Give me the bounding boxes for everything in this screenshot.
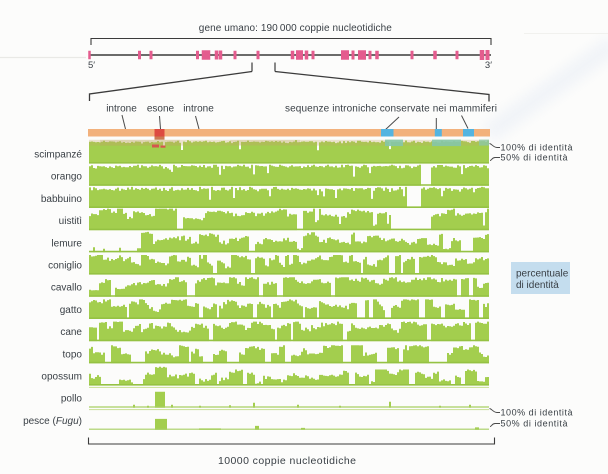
svg-text:100% di identità: 100% di identità (501, 143, 573, 153)
svg-text:cavallo: cavallo (51, 283, 83, 294)
svg-text:gatto: gatto (60, 305, 83, 316)
svg-text:3′: 3′ (485, 60, 492, 71)
svg-text:scimpanzé: scimpanzé (34, 150, 82, 161)
svg-text:100% di identità: 100% di identità (501, 408, 573, 418)
svg-text:esone: esone (147, 104, 175, 115)
svg-text:orango: orango (51, 172, 83, 183)
svg-text:topo: topo (63, 349, 83, 360)
svg-text:coniglio: coniglio (48, 261, 82, 272)
svg-text:gene umano: 190 000 coppie nuc: gene umano: 190 000 coppie nucleotidiche (199, 23, 392, 34)
svg-text:introne: introne (183, 104, 214, 115)
svg-text:percentuale: percentuale (516, 269, 569, 280)
svg-text:di identità: di identità (516, 280, 559, 291)
svg-text:50% di identità: 50% di identità (501, 419, 568, 429)
svg-text:lemure: lemure (51, 238, 82, 249)
svg-text:opossum: opossum (41, 372, 82, 383)
svg-text:pesce (Fugu): pesce (Fugu) (23, 416, 82, 427)
svg-text:sequenze introniche conservate: sequenze introniche conservate nei mammi… (285, 104, 497, 115)
svg-text:babbuino: babbuino (41, 194, 83, 205)
svg-text:uistitì: uistitì (59, 216, 83, 227)
svg-text:10000 coppie nucleotidiche: 10000 coppie nucleotidiche (218, 455, 356, 467)
svg-text:50% di identità: 50% di identità (501, 153, 568, 163)
svg-text:5′: 5′ (88, 60, 95, 71)
svg-text:introne: introne (106, 104, 137, 115)
svg-text:pollo: pollo (61, 394, 83, 405)
svg-text:cane: cane (60, 327, 82, 338)
